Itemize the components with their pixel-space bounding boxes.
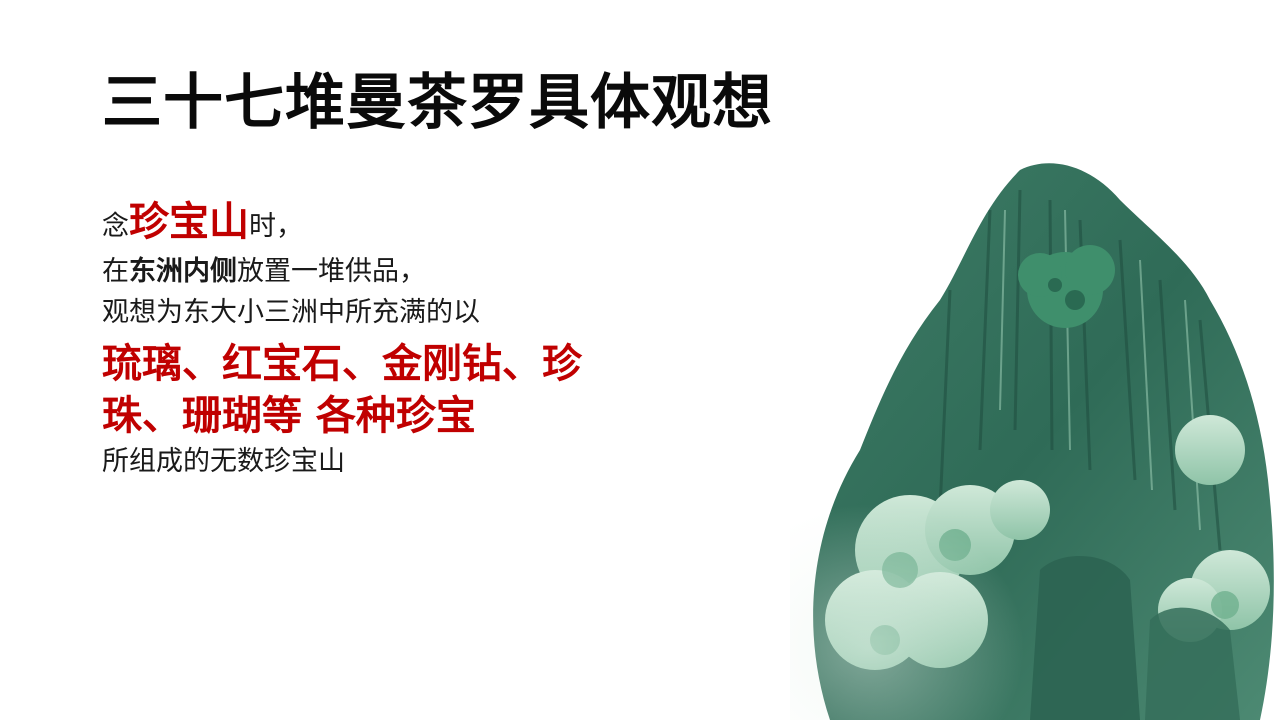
body-line-2: 在东洲内侧放置一堆供品， — [102, 254, 722, 289]
line1-suffix: 时， — [249, 211, 303, 242]
line2-prefix: 在 — [102, 256, 129, 287]
body-line-1: 念珍宝山时， — [102, 196, 722, 248]
slide-body: 念珍宝山时， 在东洲内侧放置一堆供品， 观想为东大小三洲中所充满的以 琉璃、红宝… — [102, 196, 722, 479]
line2-suffix: 放置一堆供品， — [237, 256, 426, 287]
line1-prefix: 念 — [102, 211, 129, 242]
highlight-treasure-mountain: 珍宝山 — [129, 199, 249, 245]
line2-bold: 东洲内侧 — [129, 256, 237, 287]
slide-title: 三十七堆曼茶罗具体观想 — [102, 68, 773, 138]
gems-line-1: 琉璃、红宝石、金刚钻、珍 — [102, 341, 582, 388]
body-line-6: 所组成的无数珍宝山 — [102, 446, 345, 478]
body-line-3: 观想为东大小三洲中所充满的以 — [102, 297, 480, 329]
gems-line-2: 珠、珊瑚等 各种珍宝 — [102, 393, 476, 440]
gems-list: 琉璃、红宝石、金刚钻、珍 珠、珊瑚等 各种珍宝 — [102, 338, 722, 442]
jade-mountain-image — [790, 163, 1274, 720]
